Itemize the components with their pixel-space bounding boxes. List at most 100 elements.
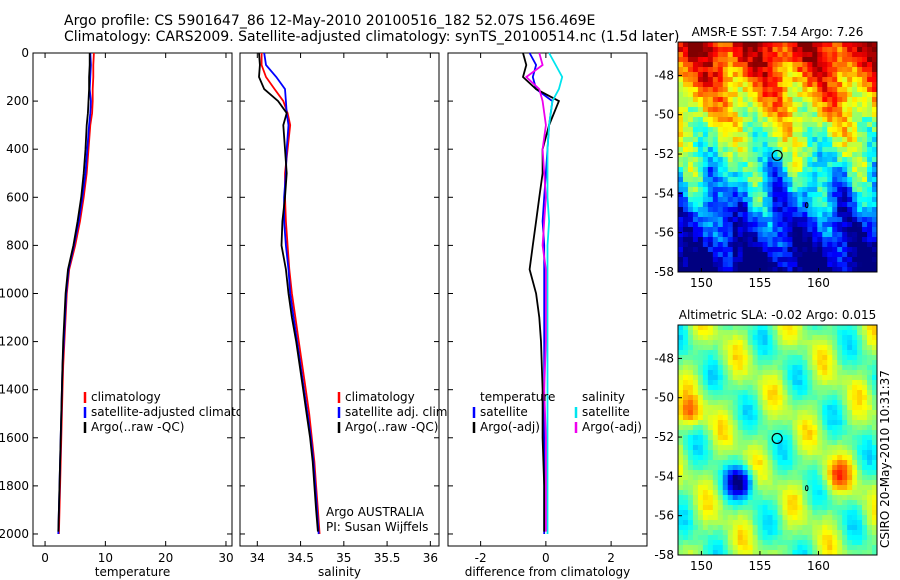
sla-map-cell [817, 370, 823, 376]
sst-map-cell [857, 257, 863, 263]
sst-map-cell [787, 102, 793, 108]
sla-map-cell [717, 515, 724, 521]
sst-map-cell [678, 77, 684, 83]
sst-map-cell [697, 242, 704, 248]
sla-map-cell [707, 325, 714, 331]
sla-map-cell [827, 325, 833, 331]
sla-map-cell [777, 370, 783, 376]
sst-map-cell [842, 62, 848, 68]
sla-map-cell [742, 515, 749, 521]
sst-map-cell [817, 167, 823, 173]
sla-map-cell [747, 490, 754, 496]
sst-map-cell [742, 262, 749, 268]
sst-map-cell [702, 87, 709, 93]
sla-map-cell [862, 510, 868, 516]
sla-map-cell [847, 335, 853, 341]
sst-map-cell [712, 122, 719, 128]
sla-map-cell [697, 500, 704, 506]
sla-map-cell [842, 335, 848, 341]
sst-map-cell [852, 227, 858, 233]
sst-map-cell [757, 137, 763, 143]
sla-map-cell [687, 540, 694, 546]
sla-map-cell [722, 405, 729, 411]
sla-map-cell [752, 400, 759, 406]
sla-map-cell [777, 495, 783, 501]
sla-map-cell [692, 340, 699, 346]
sst-map-cell [732, 217, 739, 223]
sla-map-cell [702, 345, 709, 351]
sla-map-cell [737, 330, 744, 336]
sst-map-cell [872, 92, 878, 98]
sla-map-cell [842, 390, 848, 396]
sla-map-cell [732, 340, 739, 346]
sla-map-cell [697, 505, 704, 511]
sla-map-cell [712, 430, 719, 436]
sst-map-cell [852, 177, 858, 183]
sla-map-cell [742, 540, 749, 546]
sla-map-cell [812, 515, 818, 521]
sla-map-cell [772, 460, 778, 466]
sla-map-cell [807, 510, 813, 516]
sla-map-cell [707, 530, 714, 536]
sla-map-cell [697, 535, 704, 541]
sst-map-cell [742, 137, 749, 143]
sla-map-cell [827, 450, 833, 456]
sla-map-cell [742, 395, 749, 401]
sla-map-cell [852, 385, 858, 391]
sla-map-cell [682, 385, 689, 391]
sst-map-cell [837, 127, 843, 133]
sla-map-cell [867, 375, 873, 381]
sla-map-cell [717, 410, 724, 416]
sst-map-cell [697, 197, 704, 203]
sla-map-cell [787, 355, 793, 361]
sla-map-cell [847, 410, 853, 416]
sst-map-cell [807, 262, 813, 268]
salinity-plot-frame [239, 52, 440, 547]
sla-map-cell [697, 515, 704, 521]
sla-map-cell [697, 520, 704, 526]
sla-map-cell [702, 360, 709, 366]
sst-map-cell [732, 212, 739, 218]
sst-map-cell [822, 142, 828, 148]
sla-map-cell [782, 460, 788, 466]
sst-map-cell [792, 237, 798, 243]
sst-map-cell [847, 132, 853, 138]
sst-map-cell [678, 167, 684, 173]
sla-map-cell [772, 410, 778, 416]
temperature-ytick-label: 1000 [0, 286, 29, 300]
sst-map-cell [822, 167, 828, 173]
sla-map-cell [707, 460, 714, 466]
sst-map-cell [792, 247, 798, 253]
sst-map-cell [837, 82, 843, 88]
sla-map-cell [697, 380, 704, 386]
sst-map-cell [712, 132, 719, 138]
sla-map-cell [842, 510, 848, 516]
sla-map-cell [847, 520, 853, 526]
sla-map-cell [747, 520, 754, 526]
sst-map-cell [747, 222, 754, 228]
sla-map-cell [772, 390, 778, 396]
sla-map-cell [712, 400, 719, 406]
sla-map-cell [687, 545, 694, 551]
sla-map-cell [782, 455, 788, 461]
sla-map-cell [742, 365, 749, 371]
sla-map-cell [817, 330, 823, 336]
sst-map-cell [712, 232, 719, 238]
sst-map-cell [697, 162, 704, 168]
sla-map-cell [787, 535, 793, 541]
sst-map-cell [787, 42, 793, 48]
sst-map-cell [687, 127, 694, 133]
sst-map-cell [678, 57, 684, 63]
sla-map-cell [807, 415, 813, 421]
sla-map-cell [787, 445, 793, 451]
sst-map-cell [787, 152, 793, 158]
sst-map-cell [687, 107, 694, 113]
sla-map-cell [757, 445, 763, 451]
sst-map-cell [747, 47, 754, 53]
sla-map-cell [817, 410, 823, 416]
sst-map-cell [822, 192, 828, 198]
sla-map-cell [872, 475, 878, 481]
sla-map-cell [872, 365, 878, 371]
sst-map-cell [697, 67, 704, 73]
sst-map-cell [862, 227, 868, 233]
